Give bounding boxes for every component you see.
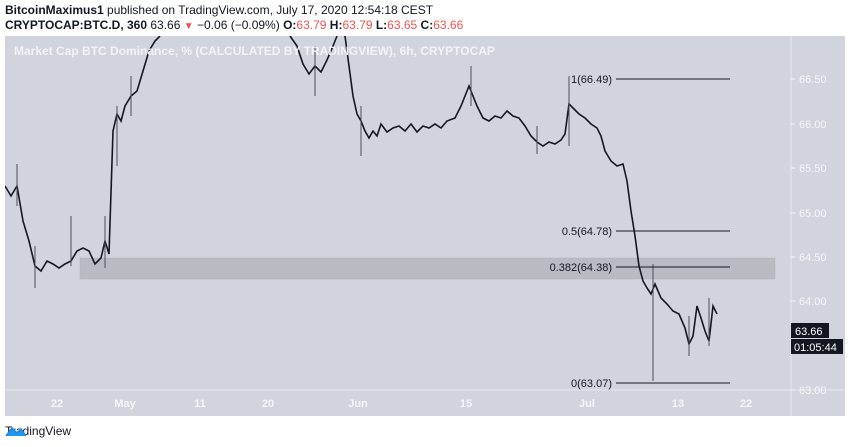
x-tick: 13 [672, 398, 684, 410]
low-value: 63.65 [387, 18, 418, 32]
x-tick: 11 [194, 398, 206, 410]
fib-label-0: 0(63.07) [571, 378, 612, 390]
last-price-badge-text: 63.66 [795, 326, 823, 338]
close-label: C: [420, 18, 434, 32]
high-label: H: [329, 18, 343, 32]
fib-label-1: 1(66.49) [571, 74, 612, 86]
last-price-badge [791, 323, 829, 338]
high-value: 63.79 [342, 18, 373, 32]
symbol-info: CRYPTOCAP:BTC.D, 360 63.66 ▼ −0.06 (−0.0… [5, 18, 463, 32]
support-zone[interactable] [79, 257, 776, 280]
y-tick: 65.50 [799, 163, 827, 175]
x-tick: 15 [460, 398, 472, 410]
x-tick: 22 [51, 398, 63, 410]
chart-panel[interactable]: 1(66.49) 0.5(64.78) 0.382(64.38) 0(63.07… [5, 36, 845, 416]
open-value: 63.79 [296, 18, 327, 32]
price-axis[interactable]: 66.50 66.00 65.50 65.00 64.50 64.00 63.0… [799, 74, 827, 397]
open-label: O: [283, 18, 297, 32]
last-price: 63.66 [150, 18, 181, 32]
y-tick: 63.00 [799, 385, 827, 397]
y-tick: 65.00 [799, 208, 827, 220]
x-tick: Jun [348, 398, 368, 410]
published-text: published on TradingView.com, July 17, 2… [103, 3, 434, 17]
symbol: CRYPTOCAP:BTC.D, 360 [5, 18, 148, 32]
x-tick: Jul [579, 398, 595, 410]
fib-label-0382: 0.382(64.38) [550, 262, 612, 274]
y-tick: 66.00 [799, 119, 827, 131]
y-tick: 66.50 [799, 74, 827, 86]
x-tick: 22 [740, 398, 752, 410]
fib-label-05: 0.5(64.78) [562, 226, 612, 238]
y-tick: 64.00 [799, 296, 827, 308]
fib-retracement[interactable] [616, 78, 730, 384]
y-tick: 64.50 [799, 252, 827, 264]
time-axis[interactable]: 22 May 11 20 Jun 15 Jul 13 22 [51, 398, 752, 410]
low-label: L: [375, 18, 388, 32]
close-value: 63.66 [433, 18, 464, 32]
tradingview-brand[interactable]: TradingView [5, 424, 71, 438]
tradingview-logo-icon [5, 426, 27, 437]
author-name[interactable]: BitcoinMaximus1 [5, 3, 104, 17]
publish-info: BitcoinMaximus1 published on TradingView… [5, 3, 433, 17]
price-change: −0.06 (−0.09%) [197, 18, 280, 32]
price-chart[interactable]: 1(66.49) 0.5(64.78) 0.382(64.38) 0(63.07… [5, 36, 845, 416]
x-tick: May [114, 398, 136, 410]
countdown-text: 01:05:44 [794, 342, 837, 354]
x-tick: 20 [262, 398, 274, 410]
candle-wicks [16, 46, 710, 381]
countdown-badge [791, 339, 843, 354]
down-arrow-icon: ▼ [183, 21, 194, 32]
chart-title: Market Cap BTC Dominance, % (CALCULATED … [14, 44, 495, 58]
